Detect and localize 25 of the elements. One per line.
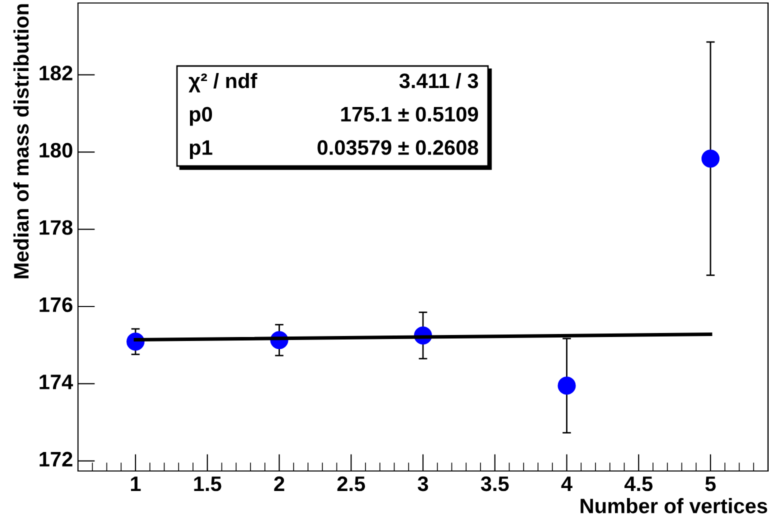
y-tick-label: 172 <box>40 452 72 466</box>
annotation: χ² / ndf <box>188 72 258 92</box>
y-tick-label: 176 <box>40 297 72 312</box>
x-tick-label: 1 <box>131 476 141 491</box>
y-tick-label: 178 <box>40 220 73 235</box>
y-axis-title: Median of mass distribution <box>13 4 29 278</box>
annotation: p0 <box>190 106 212 126</box>
point <box>558 376 576 395</box>
x-tick-label: 4.5 <box>624 476 653 492</box>
x-tick-label: 3 <box>418 476 428 492</box>
x-tick-label: 1.5 <box>194 476 222 492</box>
annotation: p1 <box>190 140 212 160</box>
y-tick-label: 182 <box>40 66 72 80</box>
point <box>701 150 720 168</box>
annotation: 3.411 / 3 <box>399 72 478 88</box>
x-tick-label: 4 <box>561 476 572 491</box>
y-tick-label: 174 <box>40 374 74 390</box>
x-axis-title: Number of vertices <box>580 498 768 514</box>
x-tick-label: 2 <box>274 476 284 491</box>
x-tick-label: 3.5 <box>480 476 509 492</box>
y-tick-label: 180 <box>40 142 72 158</box>
x-tick-label: 5 <box>705 476 716 492</box>
annotation: 175.1 ± 0.5109 <box>341 106 478 122</box>
x-tick-label: 2.5 <box>337 476 366 492</box>
annotation: 0.03579 ± 0.2608 <box>318 140 478 155</box>
